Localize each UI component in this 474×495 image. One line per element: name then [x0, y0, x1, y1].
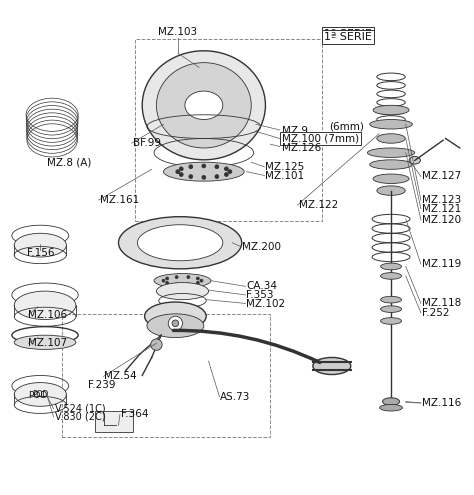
Circle shape	[202, 175, 206, 179]
Text: F.364: F.364	[121, 409, 148, 419]
Text: F.156: F.156	[27, 248, 54, 258]
Text: MZ.119: MZ.119	[422, 259, 461, 269]
Ellipse shape	[14, 383, 66, 406]
Ellipse shape	[156, 63, 251, 148]
Text: MZ.127: MZ.127	[422, 171, 461, 181]
Circle shape	[189, 175, 192, 179]
Text: MZ.101: MZ.101	[265, 171, 305, 181]
Circle shape	[215, 175, 219, 179]
Text: MZ.161: MZ.161	[100, 195, 139, 205]
Text: F.252: F.252	[422, 308, 449, 318]
Circle shape	[162, 279, 165, 282]
Ellipse shape	[370, 119, 412, 129]
Text: MZ.118: MZ.118	[422, 298, 461, 308]
Circle shape	[168, 316, 182, 331]
Ellipse shape	[381, 306, 401, 312]
Text: V.524 (1C): V.524 (1C)	[55, 403, 105, 414]
Circle shape	[196, 277, 199, 280]
Text: F.353: F.353	[246, 290, 274, 300]
Circle shape	[200, 279, 203, 282]
Ellipse shape	[409, 156, 420, 164]
Text: MZ.125: MZ.125	[265, 162, 305, 172]
Text: POD: POD	[28, 391, 47, 400]
Circle shape	[172, 320, 179, 327]
Text: MZ.106: MZ.106	[28, 310, 68, 320]
Text: V.830 (2C): V.830 (2C)	[55, 412, 105, 422]
Text: BF.99: BF.99	[133, 138, 161, 148]
Ellipse shape	[381, 297, 401, 303]
Ellipse shape	[14, 335, 76, 349]
Ellipse shape	[381, 273, 401, 279]
Circle shape	[175, 276, 178, 279]
Circle shape	[179, 173, 183, 176]
Ellipse shape	[381, 318, 401, 324]
Ellipse shape	[377, 186, 405, 196]
Circle shape	[189, 165, 192, 169]
Ellipse shape	[118, 217, 242, 269]
Ellipse shape	[185, 91, 223, 119]
Text: MZ.103: MZ.103	[158, 27, 197, 37]
Ellipse shape	[147, 314, 204, 338]
Bar	[135, 39, 322, 221]
Circle shape	[228, 170, 232, 174]
Text: MZ.120: MZ.120	[422, 215, 461, 225]
Text: MZ.200: MZ.200	[242, 243, 281, 252]
Circle shape	[202, 164, 206, 168]
Ellipse shape	[145, 302, 206, 331]
Circle shape	[225, 173, 228, 176]
Text: MZ.123: MZ.123	[422, 195, 461, 205]
Ellipse shape	[142, 51, 265, 160]
Text: MZ.116: MZ.116	[422, 398, 461, 408]
Bar	[62, 314, 270, 437]
Text: MZ.54: MZ.54	[104, 371, 137, 382]
Ellipse shape	[14, 233, 66, 257]
Text: MZ.9: MZ.9	[282, 126, 308, 136]
Ellipse shape	[377, 134, 405, 143]
Text: F.239: F.239	[88, 380, 115, 390]
Circle shape	[215, 165, 219, 169]
Text: CA.34: CA.34	[246, 281, 277, 292]
Ellipse shape	[381, 263, 401, 270]
Text: MZ.102: MZ.102	[246, 299, 286, 309]
Text: MZ.122: MZ.122	[299, 200, 338, 210]
Text: MZ.107: MZ.107	[28, 338, 68, 348]
Text: MZ.100 (7mm): MZ.100 (7mm)	[282, 134, 359, 144]
Ellipse shape	[373, 174, 409, 184]
Ellipse shape	[137, 225, 223, 261]
Ellipse shape	[164, 162, 244, 181]
Ellipse shape	[370, 160, 412, 169]
Ellipse shape	[367, 148, 415, 157]
Circle shape	[179, 167, 183, 171]
Ellipse shape	[313, 357, 351, 375]
Circle shape	[175, 283, 178, 286]
Circle shape	[166, 277, 169, 280]
Ellipse shape	[14, 291, 76, 320]
Text: MZ.8 (A): MZ.8 (A)	[47, 157, 92, 167]
Text: POD: POD	[32, 390, 48, 399]
Circle shape	[225, 167, 228, 171]
Circle shape	[187, 283, 190, 286]
Circle shape	[187, 276, 190, 279]
Circle shape	[151, 339, 162, 350]
Text: MZ.121: MZ.121	[422, 203, 461, 214]
Circle shape	[166, 282, 169, 284]
Ellipse shape	[154, 274, 211, 288]
Bar	[95, 411, 133, 432]
Text: MZ.126: MZ.126	[282, 143, 321, 153]
Text: AS.73: AS.73	[220, 392, 251, 402]
Circle shape	[176, 170, 180, 174]
Text: 1ª SERIE: 1ª SERIE	[324, 32, 373, 42]
Text: (6mm): (6mm)	[329, 122, 365, 132]
Text: 1ª SERIE: 1ª SERIE	[324, 29, 373, 39]
Circle shape	[196, 282, 199, 284]
Ellipse shape	[156, 283, 209, 299]
Ellipse shape	[380, 404, 402, 411]
Ellipse shape	[383, 398, 400, 405]
Ellipse shape	[373, 105, 409, 115]
